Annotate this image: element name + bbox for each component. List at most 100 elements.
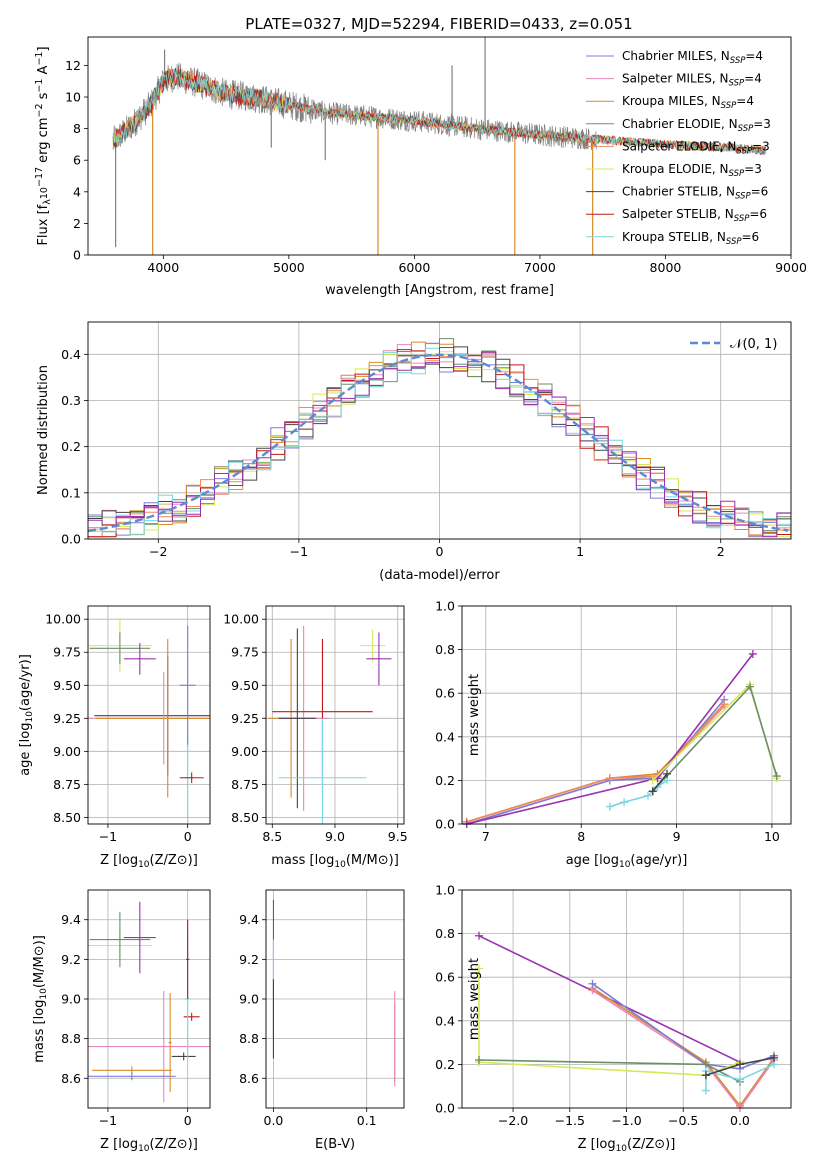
y-tick-label: 8.6 [61,1071,81,1086]
y-tick-label: 0.4 [435,1013,455,1028]
age-vs-mass-x-label: mass [log10(M/M⊙)] [271,853,399,870]
series-line [466,699,725,825]
spectrum-legend: Chabrier MILES, NSSP=4 Salpeter MILES, NS… [586,49,771,247]
series-marker [475,931,484,940]
y-tick-label: 8 [73,121,81,136]
y-tick-label: 2 [73,216,81,231]
y-tick-label: 4 [73,184,81,199]
series-marker [701,1086,710,1095]
legend-label: Salpeter ELODIE, NSSP=3 [622,139,770,156]
y-tick-label: 0.8 [435,642,455,657]
series-line [652,682,778,781]
weight-vs-Z-y-label: mass weight [467,958,482,1040]
weight-vs-age-lines [462,649,781,828]
series-line [478,1059,741,1083]
residual-histogram [88,346,791,534]
mass-vs-ebv-x-label: E(B-V) [315,1137,355,1152]
x-tick-label: 9.5 [388,829,408,844]
weight-vs-age-axes: 7 8 9 10 0.0 0.2 0.4 0.6 0.8 1.0 age [log10(age/yr… [435,599,792,870]
x-tick-label: 1 [576,544,584,559]
series-marker [720,700,729,709]
mass-vs-ebv-axes: 0.0 0.1 8.6 8.8 9.0 9.2 9.4 E(B-V) [239,889,405,1152]
y-tick-label: 9.2 [239,952,259,967]
weight-vs-age-y-label: mass weight [467,674,482,756]
legend-label: Kroupa STELIB, NSSP=6 [622,230,759,247]
axes-frame [87,605,211,825]
y-tick-label: 0.2 [61,439,81,454]
y-tick-label: 0.0 [435,817,455,832]
y-tick-label: 9.50 [231,678,259,693]
y-tick-label: 0.2 [435,1057,455,1072]
age-vs-Z-points [88,619,210,824]
age-vs-Z-x-label: Z [log10(Z/Z⊙)] [100,853,198,870]
y-tick-label: 8.6 [239,1071,259,1086]
age-vs-mass-points [268,625,392,824]
y-tick-label: 0.0 [435,1101,455,1116]
series-line [652,773,668,792]
y-tick-label: 9.75 [53,645,81,660]
x-tick-label: 0 [184,829,192,844]
y-tick-label: 0.8 [435,926,455,941]
normal-curve [88,353,789,533]
series-marker [475,964,484,973]
mass-vs-ebv-points [272,899,396,1087]
series-line [592,989,775,1110]
series-marker [769,1053,778,1062]
legend-label: 𝒩(0, 1) [730,337,777,352]
y-tick-label: 12 [65,58,81,73]
age-vs-mass-axes: 8.5 9.0 9.5 8.50 8.75 9.00 9.25 9.50 9.75 10.00 ma… [223,605,408,870]
spectrum-x-label: wavelength [Angstrom, rest frame] [325,283,554,298]
y-tick-label: 6 [73,153,81,168]
legend-label: Chabrier ELODIE, NSSP=3 [622,117,771,134]
x-tick-label: −1 [290,544,308,559]
y-tick-label: 0.6 [435,686,455,701]
series-line [592,983,775,1070]
x-tick-label: 7 [482,829,490,844]
x-tick-label: 2 [717,544,725,559]
y-tick-label: 8.50 [53,810,81,825]
y-tick-label: 10.00 [223,612,259,627]
series-marker [745,682,754,691]
x-tick-label: −0.5 [668,1113,698,1128]
series-line [592,987,775,1108]
y-tick-label: 9.00 [53,744,81,759]
axes-frame [461,605,792,825]
x-tick-label: 0.0 [264,1113,284,1128]
y-tick-label: 8.8 [61,1031,81,1046]
x-tick-label: 5000 [273,260,305,275]
axes-frame [265,889,405,1109]
spectrum-y-label: Flux [fλ10−17 erg cm−2 s−1 A−1] [34,46,53,245]
y-tick-label: 9.4 [239,912,259,927]
series-marker [748,649,757,658]
x-tick-label: 8.5 [262,829,282,844]
y-tick-label: 8.50 [231,810,259,825]
weight-vs-Z-x-label: Z [log10(Z/Z⊙)] [578,1137,676,1154]
x-tick-label: −1.5 [555,1113,585,1128]
spectrum-plot [112,37,767,255]
series-marker [772,772,781,781]
y-tick-label: 0.4 [61,347,81,362]
legend-label: Chabrier MILES, NSSP=4 [622,49,763,66]
series-line [652,685,778,792]
x-tick-label: −1 [99,1113,117,1128]
residuals-x-label: (data-model)/error [379,568,500,583]
y-tick-label: 9.4 [61,912,81,927]
model-line [112,68,767,155]
y-tick-label: 0.4 [435,729,455,744]
y-tick-label: 1.0 [435,883,455,898]
y-tick-label: 10.00 [45,612,81,627]
y-tick-label: 9.75 [231,645,259,660]
series-marker [735,1075,744,1084]
age-vs-Z-axes: −1 0 8.50 8.75 9.00 9.25 9.50 9.75 10.00 Z [log10… [18,605,211,870]
residual-histogram [88,342,791,538]
series-marker [620,798,629,807]
x-tick-label: −1 [99,829,117,844]
x-tick-label: 9 [673,829,681,844]
series-line [466,653,754,825]
legend-label: Salpeter STELIB, NSSP=6 [622,207,767,224]
series-line [478,968,741,1077]
model-line [112,68,767,155]
x-tick-label: 9000 [775,260,807,275]
